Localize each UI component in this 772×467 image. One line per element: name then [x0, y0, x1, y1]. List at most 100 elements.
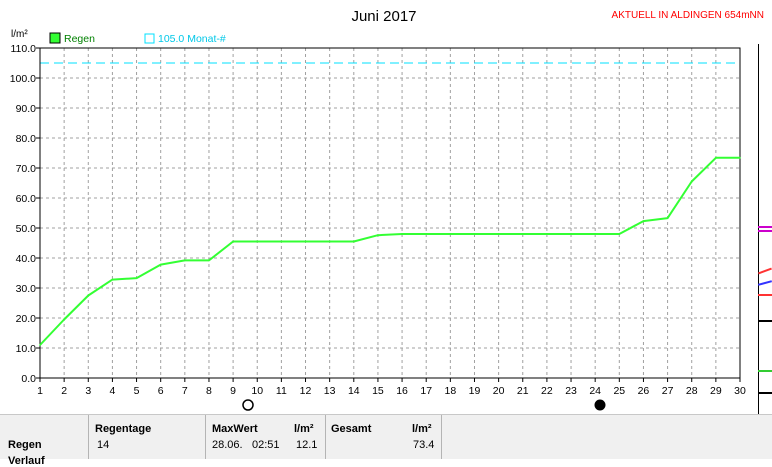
x-tick-label: 17: [420, 385, 432, 397]
y-tick-label: 30.0: [16, 283, 37, 295]
data-point: [39, 344, 41, 346]
x-tick-label: 4: [109, 385, 115, 397]
series-line-regen: [39, 156, 740, 346]
y-tick-label: 0.0: [21, 373, 36, 385]
column-separator: [205, 415, 206, 459]
day24-moon-icon: [594, 399, 606, 411]
y-tick-label: 40.0: [16, 253, 37, 265]
data-point: [642, 220, 645, 222]
data-point: [87, 294, 90, 297]
x-tick-label: 11: [276, 385, 287, 397]
y-tick-label: 80.0: [16, 133, 37, 145]
column-separator: [325, 415, 326, 459]
right-strip-mark: [758, 320, 772, 322]
total-header: Gesamt: [331, 423, 372, 435]
right-strip-mark: [758, 370, 772, 372]
data-point: [328, 240, 331, 243]
new-moon-outline-icon: [242, 399, 254, 411]
data-point: [111, 278, 114, 281]
x-tick-label: 22: [541, 385, 553, 397]
data-point: [159, 263, 162, 266]
legend-series-swatch: [49, 32, 61, 44]
data-point: [473, 233, 476, 235]
y-tick-label: 10.0: [16, 343, 37, 355]
x-tick-label: 26: [638, 385, 650, 397]
x-tick-label: 23: [565, 385, 577, 397]
x-tick-label: 25: [613, 385, 625, 397]
legend-reference-swatch: [144, 33, 155, 44]
column-separator: [88, 415, 89, 459]
y-tick-label: 60.0: [16, 193, 37, 205]
right-strip-mark: [758, 294, 772, 296]
x-tick-label: 16: [396, 385, 408, 397]
y-tick-label: 20.0: [16, 313, 37, 325]
max-value: 12.1: [296, 439, 318, 451]
right-strip-mark: [758, 230, 772, 232]
x-tick-label: 10: [251, 385, 263, 397]
data-point: [208, 259, 210, 262]
x-tick-label: 30: [734, 385, 746, 397]
data-point: [280, 240, 283, 243]
data-point: [425, 233, 428, 235]
max-header: MaxWert: [212, 423, 258, 435]
data-point: [135, 277, 138, 279]
right-strip-border: [758, 44, 759, 414]
data-point: [715, 157, 717, 159]
rain-chart: Juni 2017 AKTUELL IN ALDINGEN 654mNN l/m…: [10, 8, 764, 411]
x-tick-label: 18: [445, 385, 457, 397]
x-tick-label: 13: [324, 385, 336, 397]
right-strip-mark: [757, 280, 772, 286]
data-point: [401, 233, 403, 235]
x-tick-label: 2: [61, 385, 67, 397]
x-tick-label: 20: [493, 385, 505, 397]
x-tick-label: 1: [37, 385, 43, 397]
x-tick-label: 3: [85, 385, 91, 397]
x-tick-label: 21: [517, 385, 529, 397]
full-moon-filled-icon: [594, 399, 606, 411]
data-point: [184, 259, 186, 262]
data-point: [594, 233, 596, 235]
x-tick-label: 6: [158, 385, 164, 397]
x-tick-label: 15: [372, 385, 384, 397]
data-point: [232, 240, 234, 243]
row-label-verlauf: Verlauf: [8, 455, 45, 467]
x-tick-label: 19: [469, 385, 481, 397]
y-tick-label: 90.0: [16, 103, 37, 115]
legend-series-label: Regen: [64, 33, 95, 45]
y-tick-label: 110.0: [11, 43, 37, 55]
total-unit: l/m²: [412, 423, 432, 435]
x-tick-label: 7: [182, 385, 188, 397]
max-date: 28.06.: [212, 439, 243, 451]
y-tick-label: 100.0: [10, 73, 36, 85]
x-tick-label: 9: [230, 385, 236, 397]
right-strip-mark: [758, 267, 772, 275]
data-point: [546, 233, 548, 235]
data-point: [618, 233, 621, 235]
plot-area: 1 2 3 4 5 6 7 8 9 10 11 12 13 14 15 16 17 18 19 20 21 22 23 24 2…: [10, 43, 746, 397]
chart-title: Juni 2017: [351, 8, 416, 25]
plot-frame: [39, 47, 741, 379]
data-point: [352, 240, 355, 243]
day10-moon-icon: [242, 399, 254, 411]
right-strip-mark: [758, 392, 772, 394]
x-tick-label: 28: [686, 385, 698, 397]
x-tick-label: 14: [348, 385, 360, 397]
legend-reference-label: 105.0 Monat-#: [158, 33, 226, 45]
data-point: [63, 318, 65, 321]
max-time: 02:51: [252, 439, 280, 451]
data-point: [690, 180, 693, 183]
row-label-regen: Regen: [8, 439, 42, 451]
y-unit-label: l/m²: [11, 29, 28, 40]
x-tick-label: 24: [589, 385, 601, 397]
data-point: [570, 233, 572, 235]
data-point: [739, 157, 741, 159]
rain-days-value: 14: [97, 439, 110, 451]
data-point: [521, 233, 524, 235]
x-tick-label: 5: [134, 385, 140, 397]
x-tick-label: 27: [662, 385, 674, 397]
station-label: AKTUELL IN ALDINGEN 654mNN: [612, 10, 764, 21]
right-edge-strip: [757, 44, 772, 414]
statistics-panel: Regen Verlauf Regentage 14 MaxWert l/m² …: [0, 414, 772, 467]
y-tick-label: 50.0: [16, 223, 37, 235]
data-point: [304, 240, 307, 243]
